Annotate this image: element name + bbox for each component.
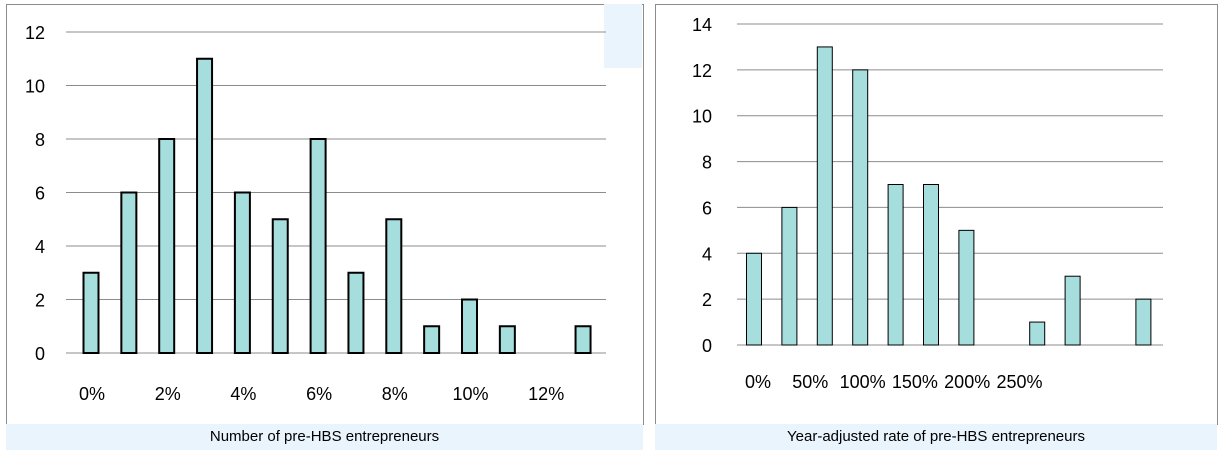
y-tick-label: 12 [25,23,45,43]
bar [1064,275,1081,346]
bar [233,191,251,354]
bar [852,69,869,346]
bar [423,325,441,354]
x-tick-label: 2% [155,384,181,404]
x-tick-label: 6% [306,384,332,404]
y-tick-label: 10 [692,107,712,127]
bar [120,191,138,354]
bar [196,57,214,354]
bar [1029,321,1046,346]
y-tick-label: 0 [702,336,712,356]
y-tick-label: 14 [692,15,712,35]
x-tick-label: 10% [452,384,488,404]
bar [816,46,833,346]
x-tick-label: 250% [996,372,1042,392]
bar [271,218,289,354]
chart-caption-left: Number of pre-HBS entrepreneurs [6,424,643,450]
x-tick-label: 200% [944,372,990,392]
x-tick-label: 0% [745,372,771,392]
y-tick-label: 2 [702,290,712,310]
x-tick-label: 50% [792,372,828,392]
y-tick-label: 6 [702,198,712,218]
bar [385,218,403,354]
bar [887,184,904,346]
bar [347,271,365,354]
y-tick-label: 4 [702,244,712,264]
bar [574,325,592,354]
y-tick-label: 4 [35,237,45,257]
bar [309,138,327,354]
bar [498,325,516,354]
chart-caption-right: Year-adjusted rate of pre-HBS entreprene… [655,424,1217,450]
bar [958,229,975,346]
bar [461,298,478,354]
bar [1135,298,1152,346]
x-tick-label: 4% [230,384,256,404]
y-tick-label: 12 [692,61,712,81]
bar [158,138,176,354]
bar [82,271,100,354]
bar [923,184,939,346]
y-tick-label: 10 [25,77,45,97]
decorative-strip [604,4,642,68]
y-tick-label: 2 [35,291,45,311]
x-tick-label: 150% [892,372,938,392]
x-tick-label: 8% [382,384,408,404]
y-tick-label: 8 [702,153,712,173]
bar [746,252,762,346]
y-tick-label: 0 [35,344,45,364]
x-tick-label: 0% [79,384,105,404]
x-tick-label: 12% [528,384,564,404]
y-tick-label: 6 [35,184,45,204]
x-tick-label: 100% [840,372,886,392]
bar [781,206,798,346]
y-tick-label: 8 [35,130,45,150]
